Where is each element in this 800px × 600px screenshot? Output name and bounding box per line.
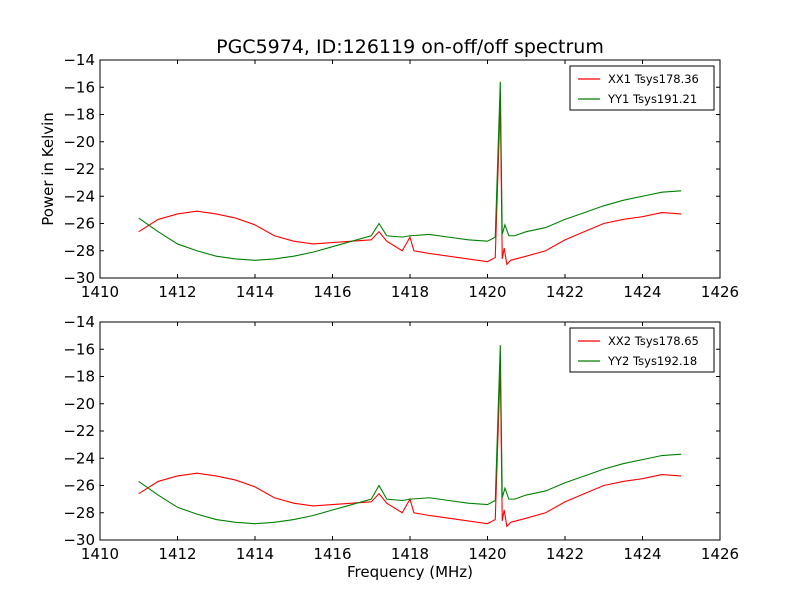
x-axis-label: Frequency (MHz) xyxy=(347,563,473,581)
x-tick-label: 1418 xyxy=(391,283,429,301)
x-tick-label: 1424 xyxy=(623,283,661,301)
x-tick-label: 1420 xyxy=(468,545,506,563)
legend-label: XX2 Tsys178.65 xyxy=(608,334,699,348)
legend-label: YY1 Tsys191.21 xyxy=(607,92,697,106)
y-tick-label: −28 xyxy=(63,504,95,522)
x-tick-label: 1426 xyxy=(701,545,739,563)
y-tick-label: −20 xyxy=(63,395,95,413)
y-tick-label: −26 xyxy=(63,477,95,495)
x-tick-label: 1426 xyxy=(701,283,739,301)
y-tick-label: −28 xyxy=(63,242,95,260)
bottom-subplot: 1410 1412 1414 1416 1418 1420 1422 1424 1426 −30 −… xyxy=(63,313,739,563)
series-line-yy1 xyxy=(138,81,682,261)
y-tick-label: −18 xyxy=(63,106,95,124)
top-subplot: 1410 1412 1414 1416 1418 1420 1422 1424 1426 −30 −… xyxy=(63,51,739,301)
x-tick-label: 1412 xyxy=(158,283,196,301)
series-line-xx1 xyxy=(138,100,682,266)
x-tick-label: 1414 xyxy=(236,545,274,563)
y-axis-label: Power in Kelvin xyxy=(39,112,57,226)
x-tick-label: 1424 xyxy=(623,545,661,563)
legend: XX2 Tsys178.65 YY2 Tsys192.18 xyxy=(569,327,715,373)
x-tick-label: 1420 xyxy=(468,283,506,301)
figure-title: PGC5974, ID:126119 on-off/off spectrum xyxy=(216,36,604,58)
y-tick-label: −24 xyxy=(63,187,95,205)
x-tick-label: 1416 xyxy=(313,283,351,301)
legend-label: YY2 Tsys192.18 xyxy=(607,354,697,368)
x-tick-label: 1410 xyxy=(81,283,119,301)
y-tick-label: −22 xyxy=(63,422,95,440)
y-tick-label: −26 xyxy=(63,215,95,233)
x-tick-label: 1418 xyxy=(391,545,429,563)
y-tick-label: −20 xyxy=(63,133,95,151)
x-tick-label: 1422 xyxy=(546,283,584,301)
y-tick-label: −14 xyxy=(63,313,95,331)
y-tick-label: −30 xyxy=(63,269,95,287)
y-tick-label: −16 xyxy=(63,340,95,358)
x-tick-label: 1414 xyxy=(236,283,274,301)
legend: XX1 Tsys178.36 YY1 Tsys191.21 xyxy=(569,65,715,111)
y-tick-label: −18 xyxy=(63,368,95,386)
y-tick-label: −16 xyxy=(63,78,95,96)
legend-label: XX1 Tsys178.36 xyxy=(608,72,699,86)
x-tick-label: 1412 xyxy=(158,545,196,563)
y-tick-label: −30 xyxy=(63,531,95,549)
y-tick-label: −14 xyxy=(63,51,95,69)
y-tick-label: −24 xyxy=(63,449,95,467)
legend-box xyxy=(569,65,715,111)
series-line-yy2 xyxy=(138,345,682,525)
x-tick-label: 1416 xyxy=(313,545,351,563)
x-tick-label: 1410 xyxy=(81,545,119,563)
y-tick-label: −22 xyxy=(63,160,95,178)
x-tick-label: 1422 xyxy=(546,545,584,563)
series-line-xx2 xyxy=(138,365,682,528)
legend-box xyxy=(569,327,715,373)
